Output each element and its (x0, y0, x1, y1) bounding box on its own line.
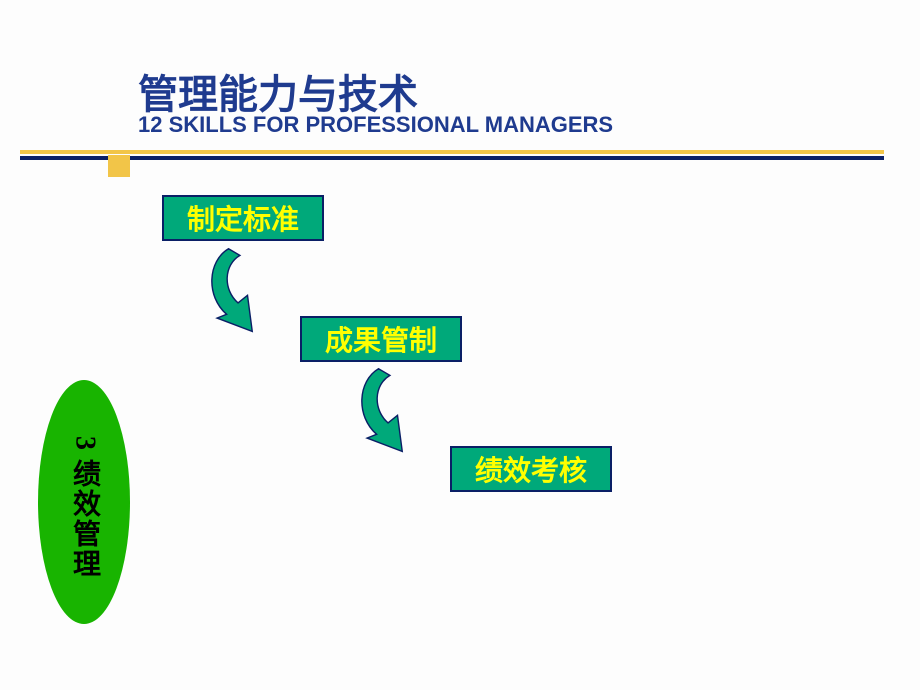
section-badge: 3绩效管理 (38, 380, 130, 624)
flow-box-1-label: 制定标准 (187, 198, 299, 238)
flow-box-3: 绩效考核 (450, 446, 612, 492)
slide-subtitle: 12 SKILLS FOR PROFESSIONAL MANAGERS (138, 112, 613, 138)
section-badge-text: 3绩效管理 (64, 426, 104, 579)
flow-box-1: 制定标准 (162, 195, 324, 241)
flow-arrow-2 (350, 364, 445, 459)
accent-square (108, 155, 130, 177)
flow-arrow-1 (200, 244, 295, 339)
rule-yellow (20, 150, 884, 154)
rule-navy (20, 156, 884, 160)
section-label: 绩效管理 (69, 459, 100, 579)
slide: 管理能力与技术 12 SKILLS FOR PROFESSIONAL MANAG… (0, 0, 920, 690)
flow-box-3-label: 绩效考核 (475, 449, 587, 489)
flow-box-2-label: 成果管制 (325, 319, 437, 359)
flow-box-2: 成果管制 (300, 316, 462, 362)
section-number: 3 (68, 426, 101, 458)
